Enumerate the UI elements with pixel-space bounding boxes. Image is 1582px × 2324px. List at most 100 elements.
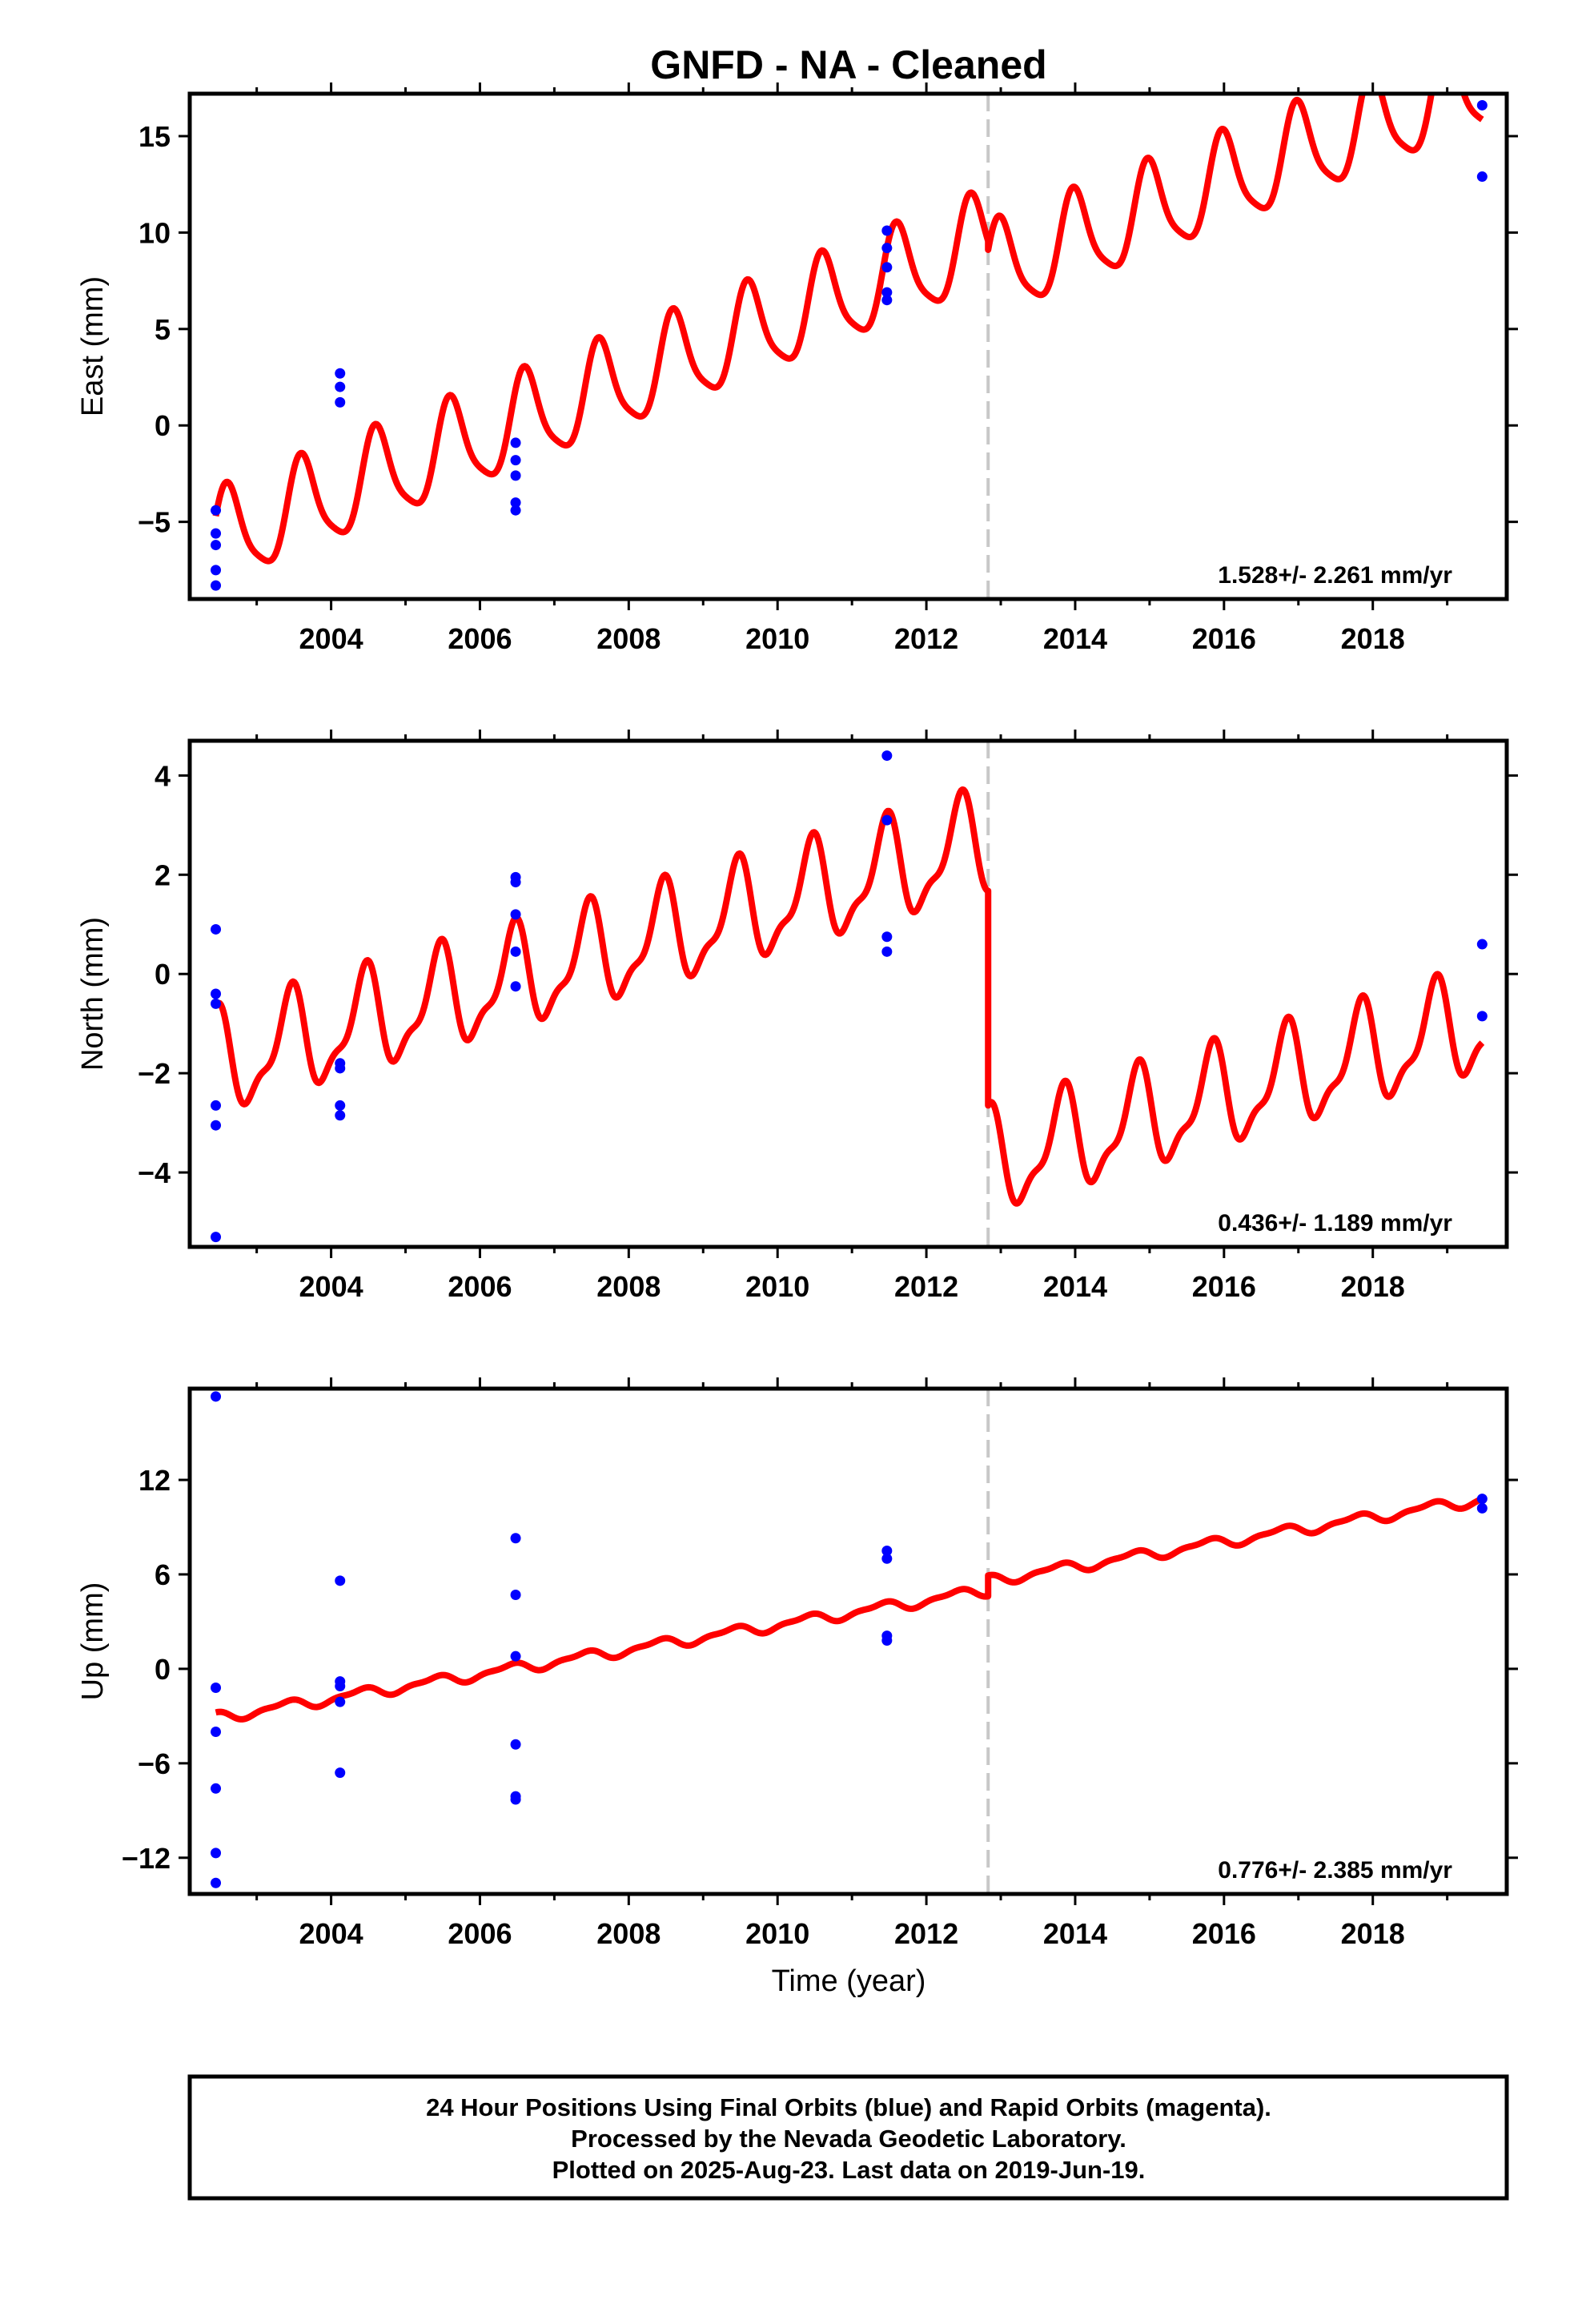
x-tick-label: 2010: [745, 622, 809, 655]
daily-position-point: [211, 1391, 222, 1402]
y-tick-label: 12: [139, 1464, 171, 1497]
daily-position-point: [881, 814, 893, 826]
daily-position-point: [211, 1232, 222, 1243]
x-tick-label: 2008: [596, 1270, 661, 1303]
daily-position-point: [510, 1794, 521, 1805]
model-fit-line: [214, 1495, 1485, 1723]
daily-position-point: [510, 946, 521, 957]
daily-position-point: [881, 1545, 893, 1556]
y-axis-label: North (mm): [76, 917, 110, 1071]
daily-position-point: [211, 540, 222, 551]
daily-position-point: [1476, 1494, 1488, 1505]
x-tick-label: 2018: [1341, 622, 1405, 655]
daily-position-point: [211, 1848, 222, 1859]
daily-position-point: [1476, 1502, 1488, 1514]
x-tick-label: 2014: [1043, 622, 1107, 655]
daily-position-point: [881, 931, 893, 943]
plot-area: [211, 1389, 1488, 1894]
daily-position-point: [211, 1100, 222, 1111]
daily-position-point: [510, 470, 521, 481]
x-tick-label: 2016: [1192, 1270, 1256, 1303]
x-tick-label: 2016: [1192, 1917, 1256, 1950]
plot-area: [211, 741, 1488, 1247]
daily-position-point: [510, 981, 521, 992]
daily-position-point: [881, 262, 893, 273]
y-tick-label: 0: [155, 958, 171, 991]
velocity-label: 1.528+/- 2.261 mm/yr: [1218, 562, 1452, 589]
x-tick-label: 2010: [745, 1917, 809, 1950]
daily-position-point: [510, 437, 521, 448]
x-tick-label: 2004: [299, 1917, 363, 1950]
daily-position-point: [510, 877, 521, 888]
daily-position-point: [881, 295, 893, 306]
daily-position-point: [211, 923, 222, 935]
x-tick-label: 2010: [745, 1270, 809, 1303]
daily-position-point: [335, 1100, 346, 1111]
y-tick-label: −12: [122, 1842, 171, 1875]
daily-position-point: [881, 946, 893, 957]
daily-position-point: [335, 381, 346, 392]
y-axis-label: Up (mm): [76, 1582, 110, 1701]
x-tick-label: 2014: [1043, 1917, 1107, 1950]
daily-position-point: [510, 505, 521, 516]
x-tick-label: 2006: [448, 622, 512, 655]
y-tick-label: 10: [139, 216, 171, 249]
x-tick-label: 2004: [299, 622, 363, 655]
daily-position-point: [211, 1877, 222, 1888]
panel-east: 2004 2006 2008 2010 2012 2014 2016 2018 −5 0 5 10 15…: [76, 82, 1518, 655]
x-tick-label: 2018: [1341, 1917, 1405, 1950]
daily-position-point: [211, 565, 222, 576]
velocity-label: 0.776+/- 2.385 mm/yr: [1218, 1857, 1452, 1884]
y-tick-label: 15: [139, 120, 171, 153]
daily-position-point: [881, 243, 893, 254]
y-tick-label: 6: [155, 1558, 171, 1591]
y-tick-label: 0: [155, 1653, 171, 1686]
y-tick-label: −4: [138, 1156, 171, 1189]
y-tick-label: 2: [155, 858, 171, 891]
daily-position-point: [510, 1739, 521, 1750]
panel-frame: [187, 91, 1509, 601]
daily-position-point: [211, 998, 222, 1009]
daily-position-point: [1476, 171, 1488, 183]
daily-position-point: [335, 1575, 346, 1586]
model-fit-line: [212, 94, 1485, 565]
daily-position-point: [335, 1696, 346, 1707]
panel-frame: [187, 1386, 1509, 1896]
daily-position-point: [1476, 99, 1488, 111]
daily-position-point: [211, 1783, 222, 1794]
daily-position-point: [881, 225, 893, 236]
daily-position-point: [510, 1590, 521, 1601]
daily-position-point: [881, 1635, 893, 1647]
y-tick-label: −6: [138, 1747, 171, 1780]
daily-position-point: [881, 750, 893, 762]
footer-line-1: 24 Hour Positions Using Final Orbits (bl…: [426, 2093, 1271, 2121]
x-tick-label: 2008: [596, 1917, 661, 1950]
daily-position-point: [335, 1681, 346, 1692]
daily-position-point: [335, 396, 346, 408]
x-tick-label: 2006: [448, 1917, 512, 1950]
daily-position-point: [211, 1682, 222, 1693]
footer-line-3: Plotted on 2025-Aug-23. Last data on 201…: [552, 2156, 1146, 2184]
x-tick-label: 2018: [1341, 1270, 1405, 1303]
footer-frame: [187, 2074, 1509, 2201]
daily-position-point: [211, 1120, 222, 1131]
y-tick-label: 5: [155, 313, 171, 346]
y-tick-label: −2: [138, 1057, 171, 1090]
daily-position-point: [211, 1727, 222, 1738]
daily-position-point: [335, 1063, 346, 1074]
x-axis-label: Time (year): [772, 1964, 926, 1998]
x-tick-label: 2016: [1192, 622, 1256, 655]
x-tick-label: 2004: [299, 1270, 363, 1303]
x-tick-label: 2012: [894, 1270, 958, 1303]
daily-position-point: [211, 988, 222, 999]
x-tick-label: 2012: [894, 1917, 958, 1950]
x-tick-label: 2006: [448, 1270, 512, 1303]
y-tick-label: 0: [155, 409, 171, 442]
velocity-label: 0.436+/- 1.189 mm/yr: [1218, 1210, 1452, 1236]
daily-position-point: [1476, 939, 1488, 950]
daily-position-point: [211, 505, 222, 516]
daily-position-point: [211, 580, 222, 591]
daily-position-point: [510, 1651, 521, 1662]
